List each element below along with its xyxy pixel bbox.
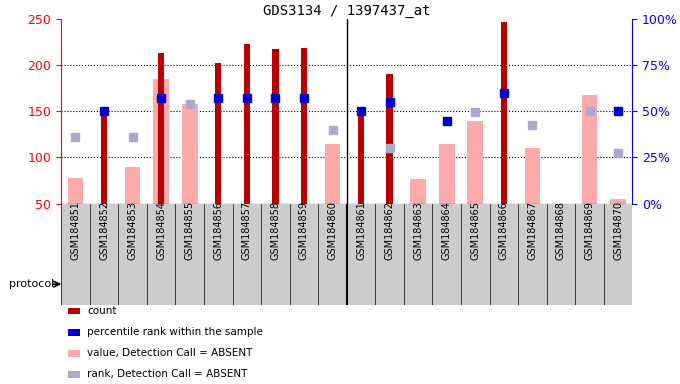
Text: rank, Detection Call = ABSENT: rank, Detection Call = ABSENT	[87, 369, 248, 379]
Text: count: count	[87, 306, 116, 316]
Text: sedentary: sedentary	[173, 278, 235, 291]
Bar	[581, 95, 598, 204]
Bar	[467, 121, 483, 204]
Bar	[243, 44, 250, 204]
Bar	[101, 111, 107, 204]
Bar	[358, 111, 364, 204]
Bar	[347, 269, 632, 300]
Bar	[67, 178, 84, 204]
Bar	[386, 74, 393, 204]
Bar	[524, 148, 541, 204]
Bar	[439, 144, 455, 204]
Bar	[500, 22, 507, 204]
Bar	[124, 167, 141, 204]
Text: exercise: exercise	[464, 278, 515, 291]
Bar	[272, 49, 279, 204]
Bar	[182, 104, 198, 204]
Text: protocol: protocol	[9, 279, 54, 289]
Bar	[158, 53, 165, 204]
Bar	[410, 179, 426, 204]
Title: GDS3134 / 1397437_at: GDS3134 / 1397437_at	[263, 4, 430, 18]
Text: value, Detection Call = ABSENT: value, Detection Call = ABSENT	[87, 348, 252, 358]
Bar	[324, 144, 341, 204]
Text: percentile rank within the sample: percentile rank within the sample	[87, 327, 263, 337]
Bar	[301, 48, 307, 204]
Bar	[153, 79, 169, 204]
Bar	[61, 269, 347, 300]
Bar	[610, 199, 626, 204]
Bar	[215, 63, 222, 204]
